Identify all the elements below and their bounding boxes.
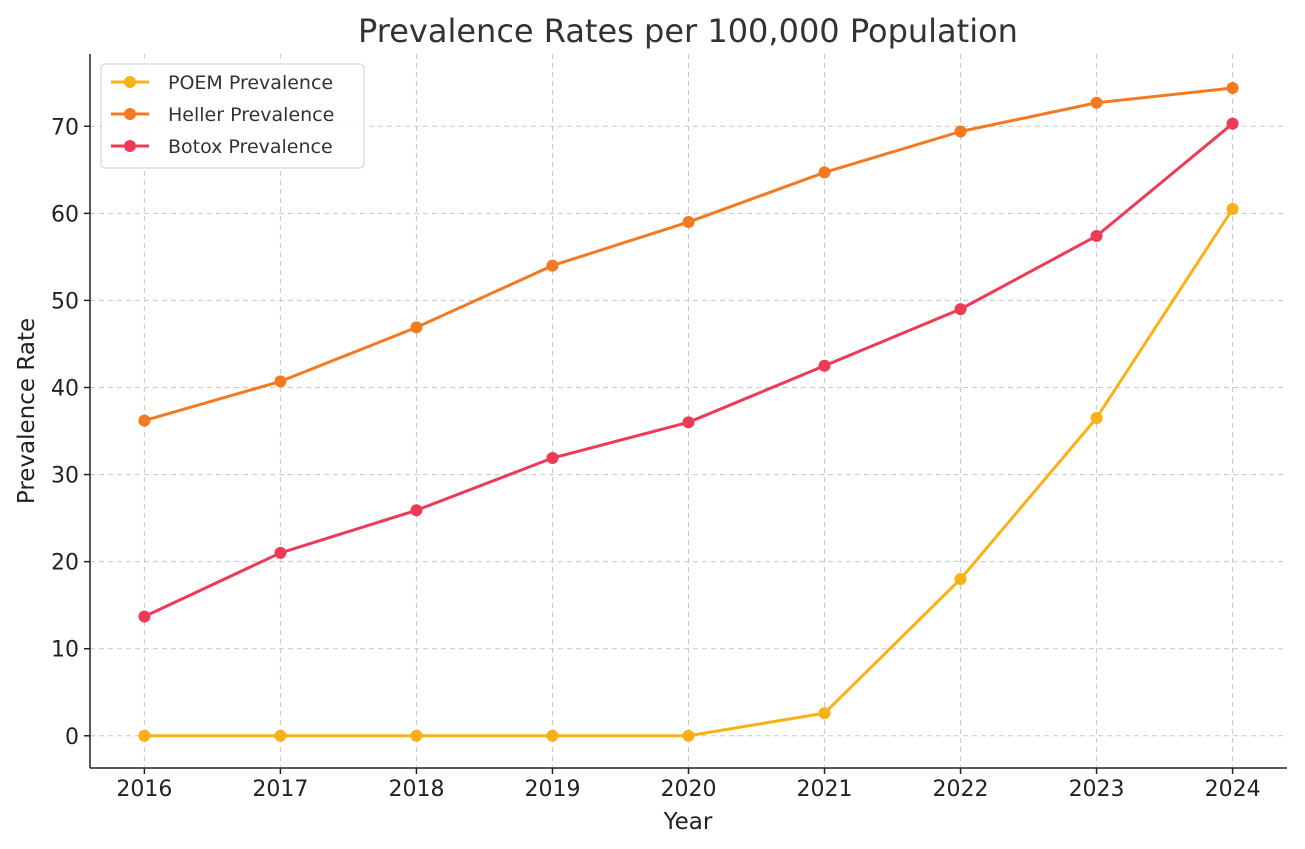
data-point-poem-prevalence-2020 <box>682 729 695 742</box>
data-point-botox-prevalence-2022 <box>954 303 967 316</box>
y-tick-label-7: 70 <box>51 115 79 140</box>
legend-label-botox-prevalence: Botox Prevalence <box>168 136 333 158</box>
legend: POEM Prevalence Heller Prevalence Botox Pr… <box>100 63 365 169</box>
data-point-heller-prevalence-2024 <box>1226 81 1239 94</box>
data-point-poem-prevalence-2017 <box>274 729 287 742</box>
y-tick-label-3: 30 <box>51 464 79 489</box>
x-tick-label-7: 2023 <box>1069 777 1125 802</box>
data-point-botox-prevalence-2017 <box>274 546 287 559</box>
y-tick-label-5: 50 <box>51 289 79 314</box>
data-point-poem-prevalence-2022 <box>954 573 967 586</box>
y-tick-label-4: 40 <box>51 376 79 401</box>
data-point-botox-prevalence-2019 <box>546 452 559 465</box>
data-point-poem-prevalence-2024 <box>1226 202 1239 215</box>
x-tick-label-4: 2020 <box>661 777 717 802</box>
data-point-heller-prevalence-2019 <box>546 259 559 272</box>
data-point-poem-prevalence-2019 <box>546 729 559 742</box>
x-axis-label: Year <box>663 809 713 835</box>
legend-item-heller-prevalence: Heller Prevalence <box>111 104 334 126</box>
legend-swatch-marker-heller-prevalence <box>124 108 136 120</box>
y-axis-ticks: 0 10 20 30 40 50 60 70 <box>51 115 90 750</box>
data-point-poem-prevalence-2016 <box>138 729 151 742</box>
series-group <box>138 81 1239 742</box>
data-point-botox-prevalence-2024 <box>1226 117 1239 130</box>
legend-item-botox-prevalence: Botox Prevalence <box>111 136 333 158</box>
data-point-heller-prevalence-2023 <box>1090 96 1103 109</box>
data-point-heller-prevalence-2018 <box>410 321 423 334</box>
chart-title: Prevalence Rates per 100,000 Population <box>358 12 1018 50</box>
x-axis-ticks: 2016 2017 2018 2019 2020 2021 2022 2023 2024 <box>116 768 1261 802</box>
y-tick-label-6: 60 <box>51 202 79 227</box>
data-point-heller-prevalence-2016 <box>138 414 151 427</box>
data-point-botox-prevalence-2021 <box>818 359 831 372</box>
data-point-heller-prevalence-2017 <box>274 375 287 388</box>
data-point-botox-prevalence-2023 <box>1090 229 1103 242</box>
legend-box <box>100 63 365 169</box>
y-tick-label-1: 10 <box>51 638 79 663</box>
x-tick-label-6: 2022 <box>933 777 989 802</box>
y-axis-label: Prevalence Rate <box>14 318 40 504</box>
data-point-botox-prevalence-2018 <box>410 504 423 517</box>
legend-item-poem-prevalence: POEM Prevalence <box>111 72 333 94</box>
x-tick-label-5: 2021 <box>797 777 853 802</box>
data-point-heller-prevalence-2021 <box>818 166 831 179</box>
series-botox-prevalence <box>138 117 1239 623</box>
data-point-botox-prevalence-2016 <box>138 610 151 623</box>
y-tick-label-2: 20 <box>51 551 79 576</box>
data-point-heller-prevalence-2022 <box>954 125 967 138</box>
x-tick-label-2: 2018 <box>388 777 444 802</box>
data-point-heller-prevalence-2020 <box>682 216 695 229</box>
legend-swatch-marker-poem-prevalence <box>124 76 136 88</box>
x-tick-label-3: 2019 <box>524 777 580 802</box>
legend-swatch-marker-botox-prevalence <box>124 140 136 152</box>
legend-label-heller-prevalence: Heller Prevalence <box>168 104 334 126</box>
x-tick-label-8: 2024 <box>1205 777 1261 802</box>
data-point-poem-prevalence-2021 <box>818 707 831 720</box>
y-tick-label-0: 0 <box>65 725 79 750</box>
x-tick-label-0: 2016 <box>116 777 172 802</box>
legend-label-poem-prevalence: POEM Prevalence <box>168 72 333 94</box>
data-point-poem-prevalence-2018 <box>410 729 423 742</box>
series-poem-prevalence <box>138 202 1239 742</box>
data-point-botox-prevalence-2020 <box>682 416 695 429</box>
data-point-poem-prevalence-2023 <box>1090 411 1103 424</box>
series-heller-prevalence <box>138 81 1239 427</box>
x-tick-label-1: 2017 <box>252 777 308 802</box>
